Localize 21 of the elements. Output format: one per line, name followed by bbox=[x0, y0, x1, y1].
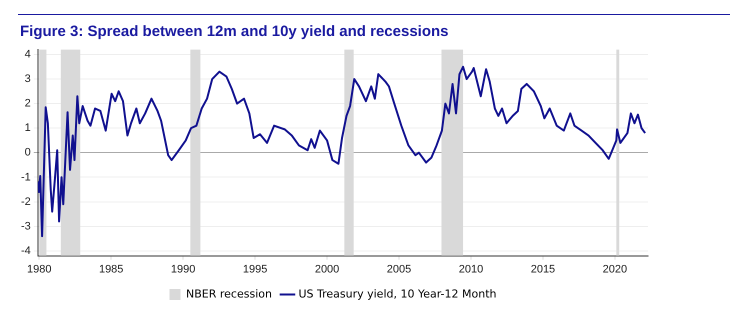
x-tick-label: 2000 bbox=[314, 263, 340, 276]
y-tick-label: -4 bbox=[21, 244, 31, 257]
y-tick-label: 1 bbox=[24, 122, 31, 134]
y-tick-label: 4 bbox=[24, 48, 31, 61]
y-tick-label: 0 bbox=[24, 146, 31, 159]
x-tick-label: 1980 bbox=[26, 263, 52, 276]
x-tick-label: 2015 bbox=[530, 263, 556, 276]
x-tick-label: 1990 bbox=[170, 263, 196, 276]
x-tick-label: 1995 bbox=[242, 263, 268, 276]
x-tick-label: 2005 bbox=[386, 263, 412, 276]
y-tick-label: -1 bbox=[21, 171, 31, 184]
y-tick-label: 2 bbox=[24, 98, 31, 110]
y-tick-label: -2 bbox=[21, 196, 31, 208]
x-tick-label: 2020 bbox=[602, 263, 628, 276]
chart-title: Figure 3: Spread between 12m and 10y yield and recessions bbox=[20, 23, 450, 40]
x-tick-label: 2010 bbox=[458, 263, 484, 276]
y-tick-label: 3 bbox=[24, 73, 31, 86]
x-tick-label: 1985 bbox=[98, 263, 124, 276]
legend-label: US Treasury yield, 10 Year-12 Month bbox=[298, 287, 497, 300]
legend-label: NBER recession bbox=[186, 287, 272, 300]
y-tick-label: -3 bbox=[21, 220, 31, 232]
